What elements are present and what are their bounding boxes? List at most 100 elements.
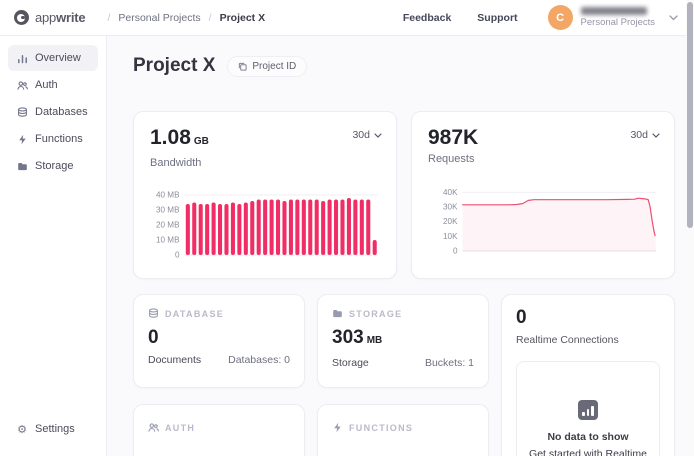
sidebar-item-functions[interactable]: Functions — [8, 126, 98, 152]
chevron-down-icon — [652, 132, 660, 138]
account-info: Personal Projects — [580, 7, 655, 28]
bandwidth-metric: 1.08 GB Bandwidth — [150, 126, 209, 170]
svg-text:40K: 40K — [443, 188, 458, 197]
bandwidth-unit: GB — [193, 136, 209, 147]
gear-icon: ⚙ — [17, 423, 27, 436]
project-id-label: Project ID — [252, 60, 297, 72]
sidebar-spacer — [0, 180, 106, 416]
svg-text:0: 0 — [175, 251, 180, 260]
storage-value: 303 — [332, 327, 364, 348]
realtime-empty-state: No data to show Get started with Realtim… — [516, 361, 660, 456]
service-cards-grid: DATABASE 0 Documents Databases: 0 STORAG… — [133, 294, 675, 456]
sidebar-item-settings[interactable]: ⚙ Settings — [8, 416, 98, 442]
overview-page: Project X Project ID 1.08 GB Bandwidth — [107, 36, 694, 456]
bandwidth-value: 1.08 — [150, 126, 191, 149]
page-title: Project X — [133, 55, 216, 76]
range-value: 30d — [352, 129, 370, 141]
realtime-card: 0 Realtime Connections No data to show G… — [501, 294, 675, 456]
bandwidth-label: Bandwidth — [150, 157, 202, 169]
sidebar-item-label: Settings — [35, 423, 75, 435]
feedback-link[interactable]: Feedback — [402, 11, 452, 24]
bandwidth-range-dropdown[interactable]: 30d — [352, 129, 382, 141]
get-started-realtime-link[interactable]: Get started with Realtime — [529, 448, 647, 456]
chevron-down-icon — [374, 132, 382, 138]
database-icon — [148, 308, 159, 319]
realtime-connections-count: 0 — [516, 307, 527, 328]
bandwidth-card: 1.08 GB Bandwidth 30d 0 10 MB 20 MB 30 MB 40 … — [133, 111, 397, 279]
breadcrumb-separator: / — [107, 11, 111, 24]
users-icon — [16, 80, 28, 91]
breadcrumb-parent[interactable]: Personal Projects — [118, 11, 201, 24]
auth-card-header: AUTH — [165, 422, 196, 433]
scrollbar-thumb[interactable] — [687, 2, 693, 228]
functions-card[interactable]: FUNCTIONS — [317, 404, 489, 456]
page-header: Project X Project ID — [133, 55, 675, 77]
range-value: 30d — [630, 129, 648, 141]
account-name-redacted — [580, 7, 647, 15]
requests-chart: 0 10K 20K 30K 40K — [443, 188, 656, 256]
account-org: Personal Projects — [580, 17, 655, 28]
project-id-badge[interactable]: Project ID — [227, 55, 308, 77]
requests-card: 987K Requests 30d 0 10K 20K 30K 40K — [411, 111, 675, 279]
requests-range-dropdown[interactable]: 30d — [630, 129, 660, 141]
database-card-header: DATABASE — [165, 308, 225, 319]
functions-card-header: FUNCTIONS — [349, 422, 414, 433]
copy-icon — [239, 62, 247, 71]
requests-value: 987K — [428, 126, 479, 149]
avatar: C — [547, 5, 573, 30]
support-link[interactable]: Support — [477, 11, 518, 24]
users-icon — [148, 422, 159, 433]
chevron-down-icon — [669, 14, 678, 21]
storage-label: Storage — [332, 357, 369, 369]
folder-icon — [16, 161, 28, 172]
database-card[interactable]: DATABASE 0 Documents Databases: 0 — [133, 294, 305, 388]
no-data-text: No data to show — [547, 431, 629, 443]
sidebar-item-databases[interactable]: Databases — [8, 99, 98, 125]
svg-text:40 MB: 40 MB — [156, 191, 180, 200]
lightning-icon — [16, 134, 28, 145]
sidebar-item-label: Storage — [35, 160, 74, 172]
databases-count: Databases: 0 — [228, 354, 290, 366]
realtime-connections-label: Realtime Connections — [516, 334, 619, 346]
documents-count: 0 — [148, 327, 159, 348]
svg-text:20K: 20K — [443, 217, 458, 226]
appwrite-logo[interactable]: appwrite — [14, 10, 86, 25]
svg-text:0: 0 — [453, 247, 458, 256]
sidebar-item-label: Databases — [35, 106, 88, 118]
header-actions: Feedback Support C Personal Projects — [377, 5, 678, 30]
svg-text:10K: 10K — [443, 232, 458, 241]
top-bar: appwrite / Personal Projects / Project X… — [0, 0, 694, 36]
chart-placeholder-icon — [578, 400, 598, 420]
sidebar-item-label: Auth — [35, 79, 58, 91]
folder-icon — [332, 308, 343, 319]
account-menu[interactable]: C Personal Projects — [547, 5, 678, 30]
sidebar-nav: Overview Auth Databases Functions — [0, 36, 107, 456]
breadcrumb-current[interactable]: Project X — [219, 11, 266, 24]
appwrite-logo-icon — [14, 10, 29, 25]
sidebar-item-label: Functions — [35, 133, 83, 145]
sidebar-item-label: Overview — [35, 52, 81, 64]
auth-card[interactable]: AUTH — [133, 404, 305, 456]
storage-card[interactable]: STORAGE 303 MB Storage Buckets: 1 — [317, 294, 489, 388]
storage-unit: MB — [366, 335, 383, 346]
lightning-icon — [332, 422, 343, 433]
buckets-count: Buckets: 1 — [424, 357, 474, 369]
requests-label: Requests — [428, 153, 475, 165]
breadcrumb-separator: / — [208, 11, 212, 24]
svg-text:20 MB: 20 MB — [156, 221, 180, 230]
documents-label: Documents — [148, 354, 202, 366]
requests-metric: 987K Requests — [428, 126, 479, 166]
sidebar-item-storage[interactable]: Storage — [8, 153, 98, 179]
bandwidth-chart: 0 10 MB 20 MB 30 MB 40 MB — [156, 191, 378, 260]
svg-text:30 MB: 30 MB — [156, 206, 180, 215]
appwrite-logo-text: appwrite — [35, 10, 86, 25]
svg-text:30K: 30K — [443, 203, 458, 212]
bar-chart-icon — [16, 53, 28, 64]
page-scrollbar[interactable] — [686, 0, 694, 456]
usage-charts-row: 1.08 GB Bandwidth 30d 0 10 MB 20 MB 30 MB 40 … — [133, 111, 675, 279]
database-icon — [16, 106, 28, 118]
breadcrumb: / Personal Projects / Project X — [107, 12, 265, 24]
sidebar-item-auth[interactable]: Auth — [8, 72, 98, 98]
sidebar-item-overview[interactable]: Overview — [8, 45, 98, 71]
